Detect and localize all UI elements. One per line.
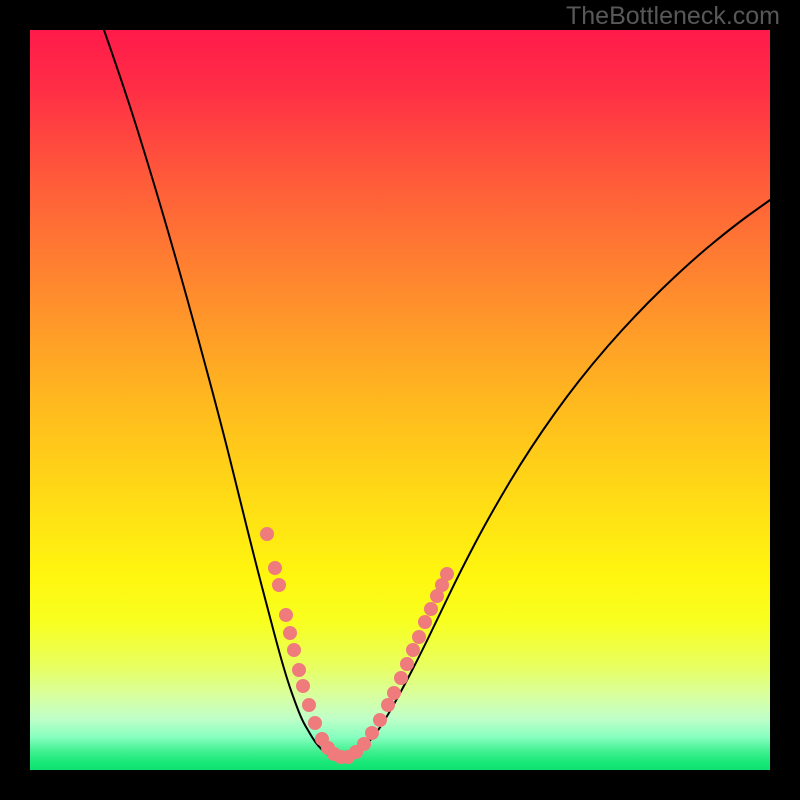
data-marker bbox=[395, 672, 408, 685]
data-marker bbox=[388, 687, 401, 700]
chart-svg bbox=[0, 0, 800, 800]
data-marker bbox=[374, 714, 387, 727]
data-marker bbox=[288, 644, 301, 657]
data-marker bbox=[407, 644, 420, 657]
data-marker bbox=[269, 562, 282, 575]
data-marker bbox=[419, 616, 432, 629]
data-marker bbox=[382, 699, 395, 712]
chart-container: TheBottleneck.com bbox=[0, 0, 800, 800]
watermark-text: TheBottleneck.com bbox=[566, 2, 780, 31]
data-marker bbox=[441, 568, 454, 581]
data-marker bbox=[366, 727, 379, 740]
data-marker bbox=[413, 631, 426, 644]
data-marker bbox=[358, 738, 371, 751]
data-marker bbox=[309, 717, 322, 730]
data-marker bbox=[303, 699, 316, 712]
data-marker bbox=[280, 609, 293, 622]
data-marker bbox=[425, 603, 438, 616]
data-marker bbox=[261, 528, 274, 541]
data-marker bbox=[273, 579, 286, 592]
data-marker bbox=[401, 658, 414, 671]
bottleneck-curve bbox=[104, 30, 770, 759]
data-marker bbox=[284, 627, 297, 640]
data-marker bbox=[297, 680, 310, 693]
data-marker bbox=[293, 664, 306, 677]
